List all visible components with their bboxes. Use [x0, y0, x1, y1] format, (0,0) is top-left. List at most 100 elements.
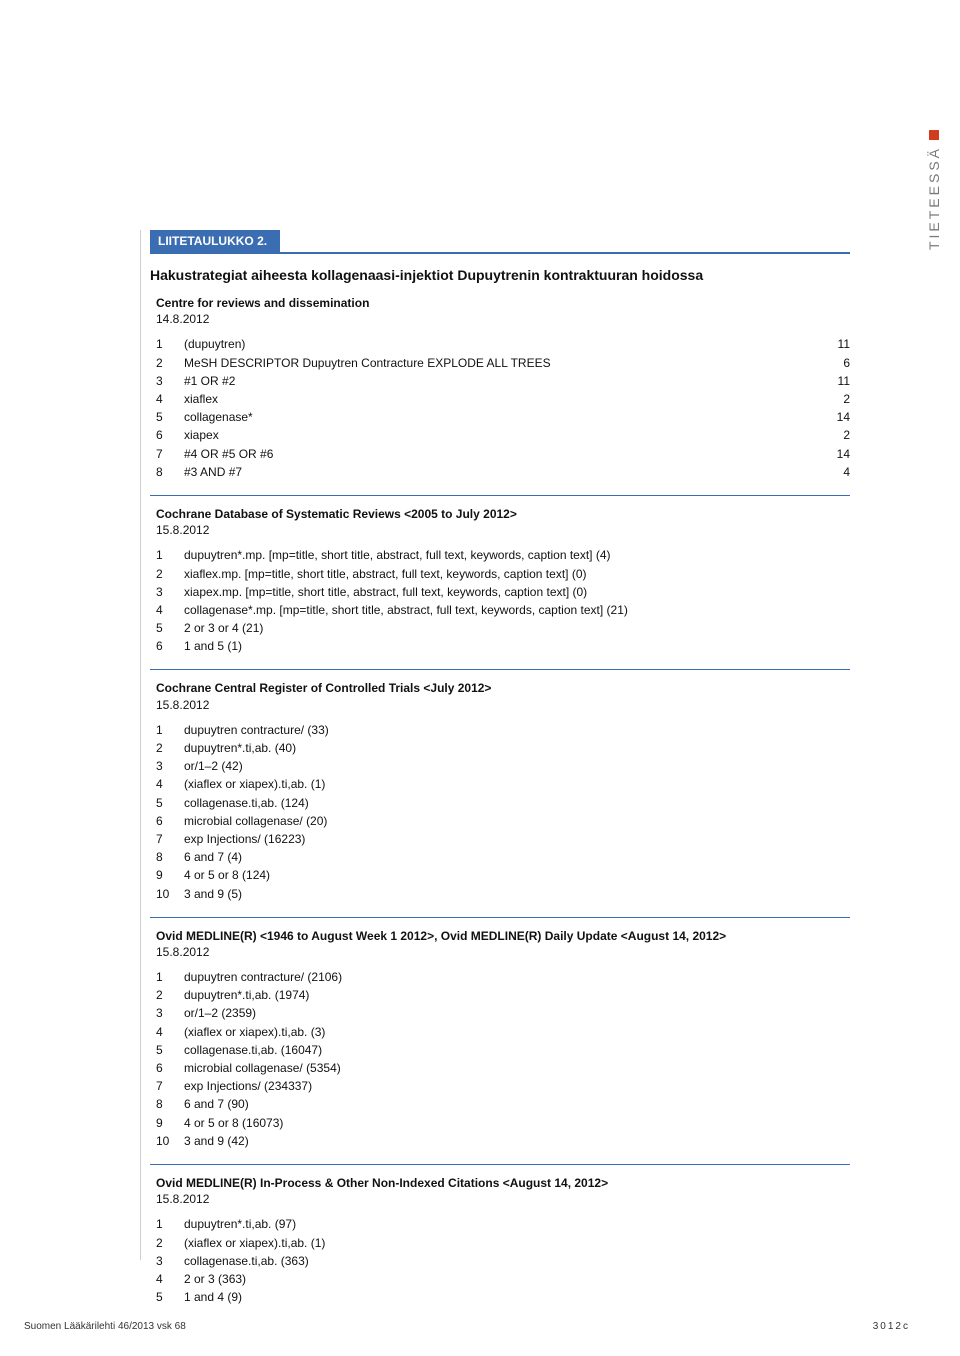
row-number: 3: [156, 758, 184, 774]
row-number: 4: [156, 391, 184, 407]
row-text: #1 OR #2: [184, 373, 810, 389]
row-number: 10: [156, 886, 184, 902]
row-text: 6 and 7 (90): [184, 1096, 850, 1112]
row-text: or/1–2 (42): [184, 758, 850, 774]
section-block: Cochrane Central Register of Controlled …: [150, 669, 850, 902]
row-value: 2: [810, 391, 850, 407]
table-row: 5collagenase.ti,ab. (124): [156, 794, 850, 812]
footer: Suomen Lääkärilehti 46/2013 vsk 68 3012c: [0, 1321, 960, 1332]
table-row: 7#4 OR #5 OR #614: [156, 445, 850, 463]
row-text: 4 or 5 or 8 (124): [184, 867, 850, 883]
table-row: 86 and 7 (90): [156, 1095, 850, 1113]
row-number: 10: [156, 1133, 184, 1149]
table-row: 4collagenase*.mp. [mp=title, short title…: [156, 601, 850, 619]
row-number: 4: [156, 776, 184, 792]
row-text: MeSH DESCRIPTOR Dupuytren Contracture EX…: [184, 355, 810, 371]
row-text: collagenase.ti,ab. (16047): [184, 1042, 850, 1058]
label-bar-wrap: LIITETAULUKKO 2.: [150, 230, 850, 254]
row-number: 1: [156, 547, 184, 563]
row-text: microbial collagenase/ (20): [184, 813, 850, 829]
row-number: 5: [156, 620, 184, 636]
row-text: microbial collagenase/ (5354): [184, 1060, 850, 1076]
footer-left: Suomen Lääkärilehti 46/2013 vsk 68: [24, 1321, 186, 1332]
section-head: Ovid MEDLINE(R) <1946 to August Week 1 2…: [156, 928, 850, 944]
row-text: 2 or 3 or 4 (21): [184, 620, 850, 636]
row-text: xiaflex.mp. [mp=title, short title, abst…: [184, 566, 850, 582]
row-number: 6: [156, 427, 184, 443]
row-number: 1: [156, 336, 184, 352]
table-row: 2MeSH DESCRIPTOR Dupuytren Contracture E…: [156, 354, 850, 372]
table-row: 2dupuytren*.ti,ab. (40): [156, 739, 850, 757]
row-number: 8: [156, 849, 184, 865]
table-row: 3or/1–2 (2359): [156, 1004, 850, 1022]
row-number: 1: [156, 1216, 184, 1232]
row-number: 3: [156, 1005, 184, 1021]
row-text: dupuytren*.mp. [mp=title, short title, a…: [184, 547, 850, 563]
row-value: 11: [810, 336, 850, 352]
row-text: collagenase.ti,ab. (124): [184, 795, 850, 811]
row-value: 2: [810, 427, 850, 443]
row-text: dupuytren*.ti,ab. (97): [184, 1216, 850, 1232]
row-text: (xiaflex or xiapex).ti,ab. (3): [184, 1024, 850, 1040]
table-row: 4(xiaflex or xiapex).ti,ab. (3): [156, 1023, 850, 1041]
row-text: 1 and 5 (1): [184, 638, 850, 654]
row-number: 3: [156, 373, 184, 389]
table-row: 4(xiaflex or xiapex).ti,ab. (1): [156, 775, 850, 793]
blue-rule: [150, 252, 850, 254]
row-text: xiapex.mp. [mp=title, short title, abstr…: [184, 584, 850, 600]
section-head: Centre for reviews and dissemination: [156, 295, 850, 311]
table-row: 2dupuytren*.ti,ab. (1974): [156, 986, 850, 1004]
table-row: 2xiaflex.mp. [mp=title, short title, abs…: [156, 565, 850, 583]
footer-right: 3012c: [873, 1321, 910, 1332]
row-number: 7: [156, 1078, 184, 1094]
table-row: 1(dupuytren)11: [156, 335, 850, 353]
side-label-square-icon: [929, 130, 939, 140]
section-block: Centre for reviews and dissemination14.8…: [150, 295, 850, 481]
content-area: LIITETAULUKKO 2. Hakustrategiat aiheesta…: [150, 230, 850, 1306]
row-text: collagenase*: [184, 409, 810, 425]
row-value: 4: [810, 464, 850, 480]
section-block: Cochrane Database of Systematic Reviews …: [150, 495, 850, 656]
row-number: 5: [156, 795, 184, 811]
row-text: or/1–2 (2359): [184, 1005, 850, 1021]
row-number: 7: [156, 446, 184, 462]
table-row: 1dupuytren*.mp. [mp=title, short title, …: [156, 546, 850, 564]
row-number: 9: [156, 867, 184, 883]
row-text: dupuytren contracture/ (33): [184, 722, 850, 738]
row-number: 2: [156, 740, 184, 756]
section-date: 14.8.2012: [156, 311, 850, 327]
row-number: 6: [156, 1060, 184, 1076]
table-row: 6microbial collagenase/ (20): [156, 812, 850, 830]
row-text: #4 OR #5 OR #6: [184, 446, 810, 462]
row-text: 3 and 9 (42): [184, 1133, 850, 1149]
table-row: 42 or 3 (363): [156, 1270, 850, 1288]
row-number: 6: [156, 638, 184, 654]
table-row: 61 and 5 (1): [156, 637, 850, 655]
row-number: 1: [156, 969, 184, 985]
table-row: 3collagenase.ti,ab. (363): [156, 1252, 850, 1270]
row-number: 7: [156, 831, 184, 847]
section-head: Ovid MEDLINE(R) In-Process & Other Non-I…: [156, 1175, 850, 1191]
row-text: exp Injections/ (16223): [184, 831, 850, 847]
row-number: 8: [156, 1096, 184, 1112]
row-text: collagenase*.mp. [mp=title, short title,…: [184, 602, 850, 618]
table-row: 7exp Injections/ (16223): [156, 830, 850, 848]
row-text: 6 and 7 (4): [184, 849, 850, 865]
row-text: 3 and 9 (5): [184, 886, 850, 902]
table-row: 3xiapex.mp. [mp=title, short title, abst…: [156, 583, 850, 601]
row-text: dupuytren*.ti,ab. (1974): [184, 987, 850, 1003]
side-label: TIETEESSÄ: [926, 130, 942, 250]
table-row: 103 and 9 (5): [156, 885, 850, 903]
row-number: 5: [156, 1042, 184, 1058]
row-text: (xiaflex or xiapex).ti,ab. (1): [184, 1235, 850, 1251]
table-row: 5collagenase.ti,ab. (16047): [156, 1041, 850, 1059]
table-row: 2(xiaflex or xiapex).ti,ab. (1): [156, 1234, 850, 1252]
row-number: 5: [156, 409, 184, 425]
row-number: 2: [156, 566, 184, 582]
table-row: 5collagenase*14: [156, 408, 850, 426]
row-text: dupuytren contracture/ (2106): [184, 969, 850, 985]
section-date: 15.8.2012: [156, 697, 850, 713]
table-row: 51 and 4 (9): [156, 1288, 850, 1306]
table-row: 6xiapex2: [156, 426, 850, 444]
table-row: 3#1 OR #211: [156, 372, 850, 390]
